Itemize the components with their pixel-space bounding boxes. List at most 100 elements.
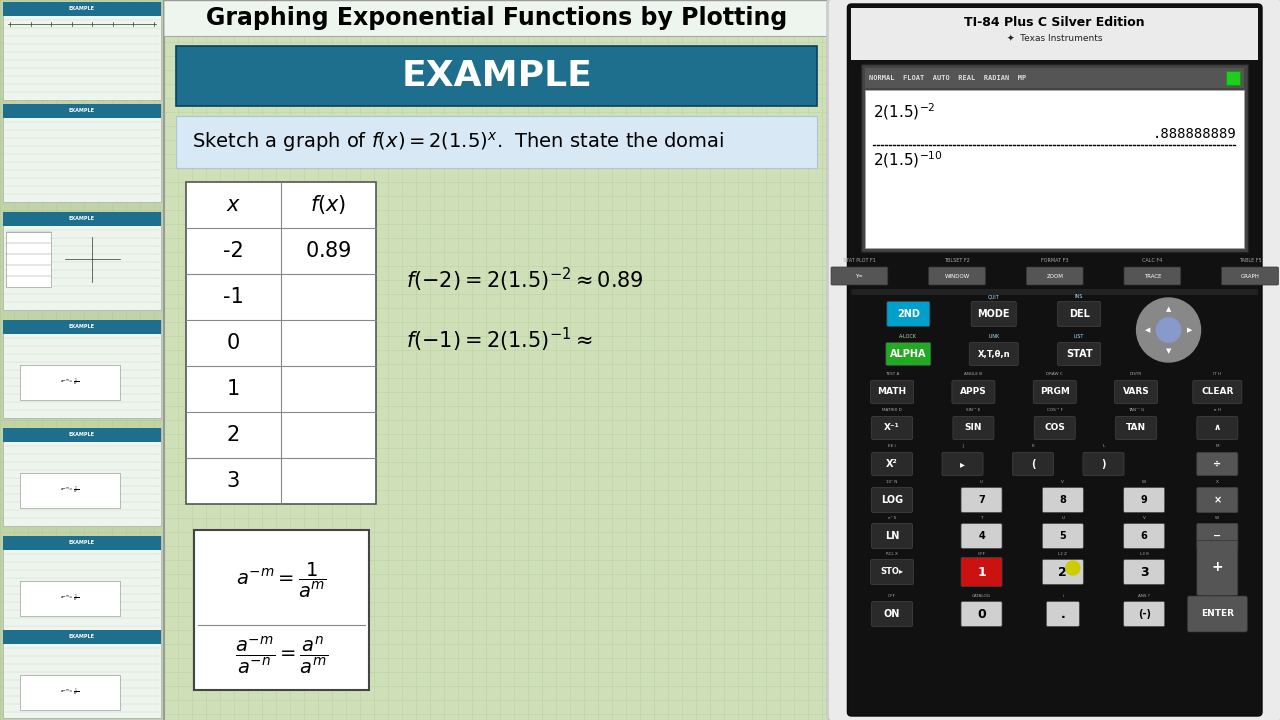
FancyBboxPatch shape [1012,452,1053,475]
Text: π H: π H [1213,408,1221,412]
Text: TEST A: TEST A [884,372,900,376]
Text: X,T,θ,n: X,T,θ,n [978,349,1010,359]
Text: K: K [1032,444,1034,448]
Text: LINK: LINK [988,333,1000,338]
Text: 3: 3 [227,471,239,491]
Bar [164,0,829,36]
Text: T: T [980,516,983,520]
Text: LN: LN [884,531,900,541]
Text: EXAMPLE: EXAMPLE [69,325,95,330]
FancyBboxPatch shape [1116,416,1157,439]
Bar [3,2,161,16]
FancyBboxPatch shape [972,302,1016,326]
FancyBboxPatch shape [1042,559,1083,585]
Text: Graphing Exponential Functions by Plotting: Graphing Exponential Functions by Plotti… [206,6,787,30]
Bar [851,8,1258,60]
Bar [193,530,369,690]
Bar [865,68,1244,88]
Text: 8: 8 [1060,495,1066,505]
Text: $\dfrac{a^{-m}}{a^{-n}} = \dfrac{a^n}{a^m}$: $\dfrac{a^{-m}}{a^{-n}} = \dfrac{a^n}{a^… [234,634,328,676]
Text: LOG: LOG [881,495,904,505]
Text: ANS ?: ANS ? [1138,594,1151,598]
Text: DEL: DEL [1069,309,1089,319]
Text: EXAMPLE: EXAMPLE [69,634,95,639]
Text: Y=: Y= [855,274,864,279]
Text: NORMAL  FLOAT  AUTO  REAL  RADIAN  MP: NORMAL FLOAT AUTO REAL RADIAN MP [869,75,1027,81]
FancyBboxPatch shape [872,452,913,475]
Text: 7: 7 [978,495,984,505]
Text: APPS: APPS [960,387,987,397]
Text: eˣ S: eˣ S [888,516,896,520]
Text: CLEAR: CLEAR [1201,387,1234,397]
Bar [3,428,161,526]
Bar [20,365,120,400]
Text: MATH: MATH [878,387,906,397]
Text: EXAMPLE: EXAMPLE [69,433,95,438]
Text: OFF: OFF [888,594,896,598]
Text: ▼: ▼ [1166,348,1171,354]
Bar [3,104,161,118]
Text: U: U [980,480,983,484]
FancyBboxPatch shape [1046,601,1079,626]
Text: .: . [1060,608,1065,621]
FancyBboxPatch shape [1221,267,1279,285]
Bar [3,536,161,634]
Text: EXAMPLE: EXAMPLE [69,109,95,114]
Text: ZOOM: ZOOM [1046,274,1064,279]
Text: $f(x)$: $f(x)$ [310,194,347,217]
Bar [186,182,376,504]
FancyBboxPatch shape [1197,523,1238,549]
Text: X²: X² [886,459,899,469]
Text: WINDOW: WINDOW [945,274,970,279]
Text: 2ND: 2ND [897,309,920,319]
FancyBboxPatch shape [1034,416,1075,439]
Bar [6,232,51,287]
FancyBboxPatch shape [831,267,888,285]
Text: M: M [1216,444,1219,448]
Text: SIN⁻¹ E: SIN⁻¹ E [966,408,980,412]
Circle shape [1156,318,1180,342]
Text: $2(1.5)^{-10}$: $2(1.5)^{-10}$ [873,150,943,171]
FancyBboxPatch shape [1124,559,1165,585]
Text: TABLE F5: TABLE F5 [1239,258,1261,264]
Text: FORMAT F3: FORMAT F3 [1041,258,1069,264]
Text: MODE: MODE [978,309,1010,319]
Text: ALPHA: ALPHA [890,349,927,359]
Text: X⁻¹: X⁻¹ [884,423,900,433]
Text: -1: -1 [223,287,243,307]
Text: $a^{-m} = \dfrac{1}{a^m}$: $a^{-m} = \dfrac{1}{a^m}$ [236,560,326,600]
Text: $x$: $x$ [225,195,241,215]
Text: L2 Z: L2 Z [1059,552,1068,556]
FancyBboxPatch shape [872,416,913,439]
Bar [1226,71,1240,85]
Text: 0: 0 [977,608,986,621]
Text: ENTRY/SOLVE: ENTRY/SOLVE [1203,594,1231,598]
Text: ANGLE B: ANGLE B [964,372,983,376]
Text: (-): (-) [1138,609,1151,619]
Text: A-LOCK: A-LOCK [900,333,918,338]
Text: RCL X: RCL X [886,552,899,556]
Text: ×: × [1213,495,1221,505]
Text: 1: 1 [227,379,239,399]
Text: 0: 0 [227,333,239,353]
FancyBboxPatch shape [847,4,1262,716]
Text: CATALOG: CATALOG [972,594,991,598]
Text: V: V [1143,516,1146,520]
Text: $f(-2) = 2(1.5)^{-2} \approx 0.89$: $f(-2) = 2(1.5)^{-2} \approx 0.89$ [406,266,643,294]
Text: IT H: IT H [1213,372,1221,376]
FancyBboxPatch shape [1197,487,1238,513]
Text: L3 θ: L3 θ [1140,552,1148,556]
FancyBboxPatch shape [1057,343,1101,366]
Text: 2: 2 [1059,565,1068,578]
Text: EXAMPLE: EXAMPLE [401,59,593,93]
FancyBboxPatch shape [961,487,1002,513]
Text: TBLSET F2: TBLSET F2 [945,258,970,264]
Bar [3,212,161,310]
FancyBboxPatch shape [969,343,1018,366]
FancyBboxPatch shape [1197,452,1238,475]
Bar [3,212,161,226]
Text: ▶: ▶ [1187,327,1192,333]
Text: ON: ON [884,609,900,619]
Circle shape [1137,298,1201,362]
Text: 10ˣ N: 10ˣ N [887,480,897,484]
